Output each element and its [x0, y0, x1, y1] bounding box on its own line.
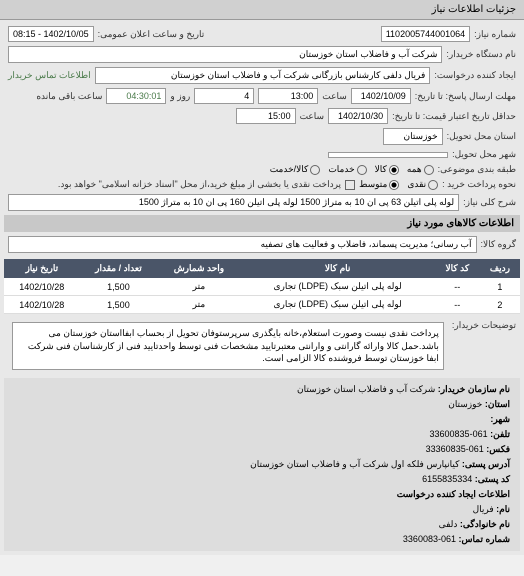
remain-time: 04:30:01: [106, 88, 166, 104]
org-address-label: آدرس پستی:: [462, 459, 510, 469]
table-cell: 1402/10/28: [4, 278, 80, 296]
table-header: ردیف: [480, 259, 520, 278]
radio-all-label: همه: [407, 164, 422, 175]
table-cell: 1,500: [80, 296, 158, 314]
payment-checkbox[interactable]: [345, 180, 355, 190]
delivery-time: 15:00: [236, 108, 296, 124]
sub-phone-label: شماره تماس:: [459, 534, 510, 544]
radio-cash-label: نقدی: [407, 179, 426, 190]
days-value: 4: [194, 88, 254, 104]
org-fax-label: فکس:: [486, 444, 510, 454]
sub-name: فریال: [473, 504, 494, 514]
class-label: طبقه بندی موضوعی:: [438, 164, 516, 175]
deadline-label: مهلت ارسال پاسخ: تا تاریخ:: [415, 91, 516, 102]
deadline-time: 13:00: [258, 88, 318, 104]
remain-label: ساعت باقی مانده: [36, 91, 102, 102]
goods-section-title: اطلاعات کالاهای مورد نیاز: [4, 215, 520, 232]
table-cell: متر: [157, 278, 240, 296]
sub-family: دلفی: [439, 519, 458, 529]
city-label: شهر محل تحویل:: [452, 149, 516, 160]
delivery-label: حداقل تاریخ اعتبار قیمت: تا تاریخ:: [392, 111, 516, 122]
table-header: نام کالا: [241, 259, 435, 278]
subcat-label: اطلاعات ایجاد کننده درخواست: [397, 489, 510, 499]
buyer-org: شرکت آب و فاضلاب استان خوزستان: [8, 46, 442, 63]
sub-family-label: نام خانوادگی:: [460, 519, 510, 529]
sub-phone: 061-3360083: [403, 534, 456, 544]
org-address: کیانپارس فلکه اول شرکت آب و فاضلاب استان…: [250, 459, 459, 469]
page-tab: جزئیات اطلاعات نیاز: [0, 0, 524, 20]
payment-radio-group: نقدی متوسط: [359, 179, 438, 190]
org-name-label: نام سازمان خریدار:: [438, 384, 510, 394]
table-row: 2--لوله پلی اتیلن سبک (LDPE) تجاریمتر1,5…: [4, 296, 520, 314]
group-label: گروه کالا:: [481, 239, 516, 250]
group-value: آب رسانی؛ مدیریت پسماند، فاضلاب و فعالیت…: [8, 236, 477, 253]
org-province: خوزستان: [448, 399, 482, 409]
announce-label: تاریخ و ساعت اعلان عمومی:: [98, 29, 205, 40]
radio-icon: [310, 165, 320, 175]
radio-icon: [389, 180, 399, 190]
org-post-label: کد پستی:: [475, 474, 510, 484]
radio-medium[interactable]: متوسط: [359, 179, 399, 190]
buyer-notes: پرداخت نقدی نیست وصورت استعلام،خانه بایگ…: [12, 322, 444, 370]
table-cell: 1: [480, 278, 520, 296]
table-cell: --: [435, 296, 480, 314]
days-label: روز و: [170, 91, 190, 102]
org-post: 6155835334: [422, 474, 472, 484]
province-label: استان محل تحویل:: [447, 131, 516, 142]
radio-all[interactable]: همه: [407, 164, 434, 175]
radio-cash[interactable]: نقدی: [407, 179, 438, 190]
radio-icon: [428, 180, 438, 190]
class-radio-group: همه کالا خدمات کالا/خدمت: [270, 164, 434, 175]
table-header: کد کالا: [435, 259, 480, 278]
radio-icon: [389, 165, 399, 175]
radio-service-goods-label: کالا/خدمت: [270, 164, 309, 175]
table-cell: --: [435, 278, 480, 296]
delivery-date: 1402/10/30: [328, 108, 388, 124]
table-cell: متر: [157, 296, 240, 314]
table-cell: 2: [480, 296, 520, 314]
table-cell: لوله پلی اتیلن سبک (LDPE) تجاری: [241, 278, 435, 296]
req-number-label: شماره نیاز:: [474, 29, 516, 40]
radio-icon: [424, 165, 434, 175]
req-number: 1102005744001064: [381, 26, 470, 42]
buyer-org-label: نام دستگاه خریدار:: [446, 49, 516, 60]
org-province-label: استان:: [485, 399, 510, 409]
city-value: [328, 152, 448, 158]
buyer-notes-label: توضیحات خریدار:: [452, 320, 516, 331]
table-row: 1--لوله پلی اتیلن سبک (LDPE) تجاریمتر1,5…: [4, 278, 520, 296]
org-name: شرکت آب و فاضلاب استان خوزستان: [297, 384, 435, 394]
radio-medium-label: متوسط: [359, 179, 387, 190]
table-cell: 1402/10/28: [4, 296, 80, 314]
org-city-label: شهر:: [490, 414, 510, 424]
table-cell: لوله پلی اتیلن سبک (LDPE) تجاری: [241, 296, 435, 314]
goods-table: ردیفکد کالانام کالاواحد شمارشتعداد / مقد…: [4, 259, 520, 314]
radio-goods-label: کالا: [375, 164, 387, 175]
creator-label: ایجاد کننده درخواست:: [434, 70, 516, 81]
time-label-2: ساعت: [300, 111, 325, 122]
radio-services-label: خدمات: [328, 164, 354, 175]
table-header: واحد شمارش: [157, 259, 240, 278]
table-cell: 1,500: [80, 278, 158, 296]
table-header: تعداد / مقدار: [80, 259, 158, 278]
creator-link[interactable]: اطلاعات تماس خریدار: [8, 70, 91, 81]
radio-icon: [357, 165, 367, 175]
table-header: تاریخ نیاز: [4, 259, 80, 278]
creator-value: فریال دلفی کارشناس بازرگانی شرکت آب و فا…: [95, 67, 431, 84]
radio-service-goods[interactable]: کالا/خدمت: [270, 164, 321, 175]
deadline-date: 1402/10/09: [351, 88, 411, 104]
need-desc: لوله پلی اتیلن 63 پی ان 10 به متراژ 1500…: [8, 194, 459, 211]
radio-services[interactable]: خدمات: [328, 164, 366, 175]
radio-goods[interactable]: کالا: [375, 164, 399, 175]
time-label-1: ساعت: [322, 91, 347, 102]
org-fax: 061-33360835: [426, 444, 484, 454]
announce-value: 1402/10/05 - 08:15: [8, 26, 94, 42]
org-phone: 061-33600835: [430, 429, 488, 439]
sub-name-label: نام:: [496, 504, 510, 514]
org-phone-label: تلفن:: [490, 429, 510, 439]
payment-label: نحوه پرداخت خرید :: [442, 179, 516, 190]
payment-note: پرداخت نقدی یا بخشی از مبلغ خرید،از محل …: [58, 179, 341, 190]
province-value: خوزستان: [383, 128, 443, 145]
need-desc-label: شرح کلی نیاز:: [463, 197, 516, 208]
